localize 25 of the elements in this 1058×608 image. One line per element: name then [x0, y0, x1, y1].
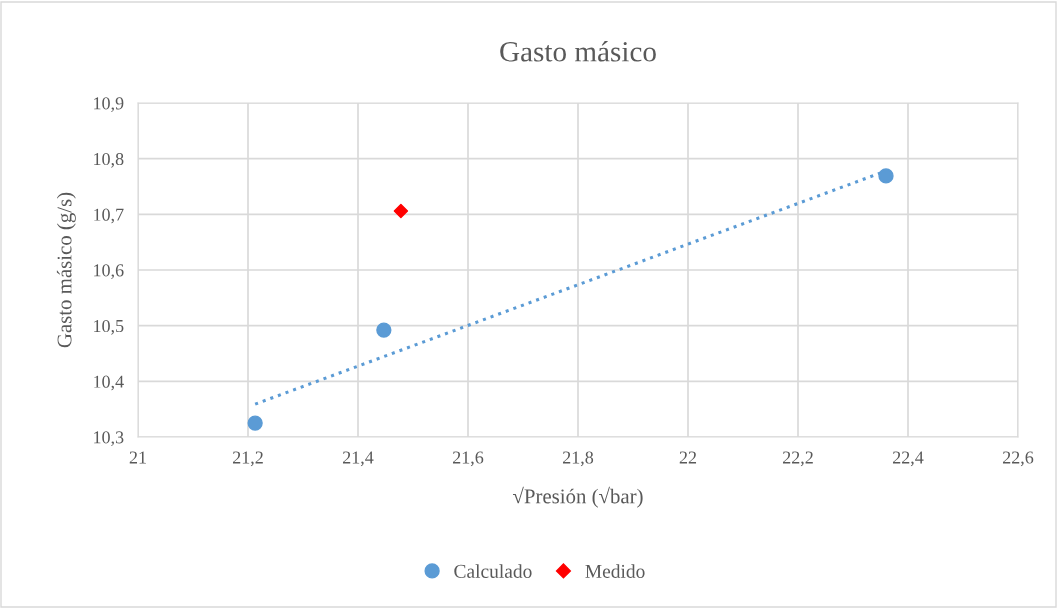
point [247, 415, 263, 431]
x-tick-label: 21,6 [452, 451, 484, 467]
point [393, 203, 409, 219]
y-tick-label: 10,6 [94, 264, 124, 280]
point [376, 322, 392, 338]
point [878, 168, 894, 184]
x-tick-label: 21,4 [342, 451, 374, 467]
y-tick-label: 10,4 [94, 375, 124, 391]
x-tick-label: 21 [129, 451, 146, 464]
y-tick-label: 10,7 [94, 208, 124, 224]
x-tick-label: 22,4 [892, 451, 924, 467]
chart-title: Gasto másico [500, 41, 656, 62]
x-tick-label: 22 [679, 451, 697, 464]
y-tick-label: 10,8 [94, 152, 124, 168]
x-tick-label: 22,6 [1002, 451, 1034, 467]
y-axis-title: Gasto másico (g/s) [56, 192, 76, 348]
legend-label: Calculado [454, 564, 532, 578]
x-tick-label: 21,2 [232, 451, 263, 467]
x-tick-label: 22,2 [782, 451, 813, 467]
y-tick-label: 10,9 [94, 97, 124, 113]
x-tick-label: 21,8 [562, 451, 594, 467]
legend-label: Medido [585, 564, 645, 578]
y-tick-label: 10,5 [94, 319, 124, 335]
y-tick-label: 10,3 [94, 431, 124, 447]
x-axis-title: √Presión (√bar) [512, 486, 643, 508]
